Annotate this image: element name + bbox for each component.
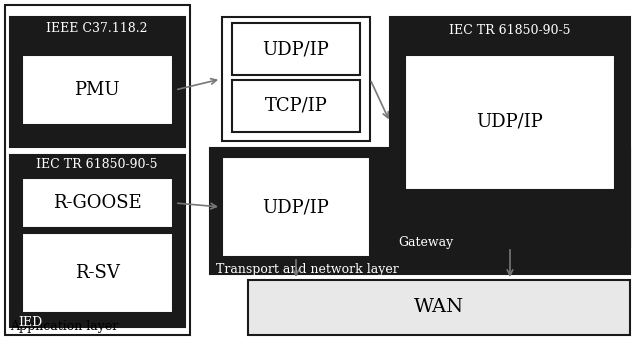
Text: UDP/IP: UDP/IP <box>262 198 330 216</box>
Bar <box>5 5 190 335</box>
Text: Application layer: Application layer <box>10 320 118 333</box>
Bar <box>10 155 185 327</box>
Bar <box>22 233 173 313</box>
Text: WAN: WAN <box>414 298 464 316</box>
Text: R-GOOSE: R-GOOSE <box>52 194 141 212</box>
Bar <box>248 280 630 335</box>
Bar <box>210 148 630 274</box>
Bar <box>232 23 360 75</box>
Bar <box>22 178 173 228</box>
Bar <box>10 17 185 147</box>
Text: TCP/IP: TCP/IP <box>264 97 328 115</box>
Bar <box>232 80 360 132</box>
Text: Transport and network layer: Transport and network layer <box>216 263 399 276</box>
Text: Gateway: Gateway <box>398 236 453 249</box>
Text: IED: IED <box>18 316 42 329</box>
Text: UDP/IP: UDP/IP <box>477 113 543 131</box>
Text: IEC TR 61850-90-5: IEC TR 61850-90-5 <box>449 23 571 36</box>
Bar <box>222 157 370 257</box>
Text: IEEE C37.118.2: IEEE C37.118.2 <box>46 21 148 34</box>
Text: UDP/IP: UDP/IP <box>262 40 330 58</box>
Text: IEC TR 61850-90-5: IEC TR 61850-90-5 <box>36 159 157 172</box>
Bar <box>222 17 370 141</box>
Text: R-SV: R-SV <box>75 264 120 282</box>
Bar <box>390 17 630 247</box>
Bar <box>22 55 173 125</box>
Bar <box>405 55 615 190</box>
Text: PMU: PMU <box>74 81 120 99</box>
